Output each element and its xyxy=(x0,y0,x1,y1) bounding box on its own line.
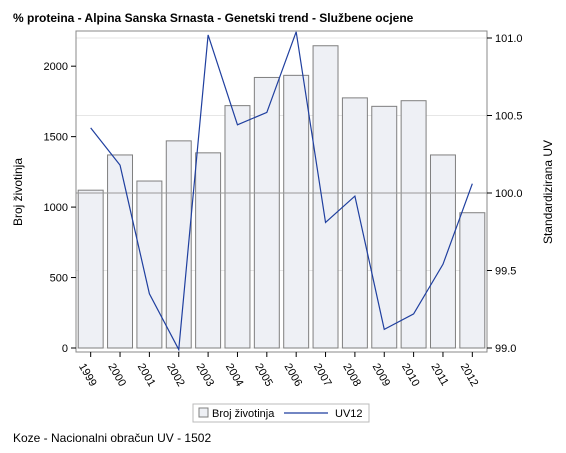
bar-2009 xyxy=(371,105,398,349)
bar-2012 xyxy=(459,212,486,349)
bar-2001 xyxy=(136,180,163,349)
bar-2007 xyxy=(312,45,339,349)
right-tick-label: 100.5 xyxy=(495,111,523,123)
bar-2010 xyxy=(400,100,427,349)
legend-frame xyxy=(192,403,370,423)
bar-2005 xyxy=(253,76,280,349)
right-tick-label: 99.0 xyxy=(495,343,516,355)
uv12-line xyxy=(90,31,473,352)
bar-series xyxy=(77,45,486,349)
bar-2000 xyxy=(107,154,134,349)
bar-2011 xyxy=(429,154,456,349)
bar-1999 xyxy=(77,189,104,349)
left-tick-label: 1500 xyxy=(44,132,68,144)
right-axis-label: Standardizirana UV xyxy=(541,140,555,244)
footnote: Koze - Nacionalni obračun UV - 1502 xyxy=(13,431,211,445)
left-tick-label: 2000 xyxy=(44,61,68,73)
right-tick-label: 99.5 xyxy=(495,266,516,278)
right-tick-label: 100.0 xyxy=(495,188,523,200)
left-tick-label: 0 xyxy=(62,343,68,355)
right-axis-ticks: 99.0 99.5 100.0 100.5 101.0 xyxy=(487,33,523,355)
bar-2006 xyxy=(283,74,310,349)
left-axis-ticks: 0 500 1000 1500 2000 xyxy=(44,61,76,355)
left-axis-label: Broj životinja xyxy=(11,158,25,226)
chart-title: % proteina - Alpina Sanska Srnasta - Gen… xyxy=(13,11,414,25)
bar-2004 xyxy=(224,105,251,349)
right-tick-label: 101.0 xyxy=(495,33,523,45)
bar-2002 xyxy=(165,140,192,349)
left-tick-label: 500 xyxy=(50,273,68,285)
line-series xyxy=(90,31,473,352)
legend-bar-swatch xyxy=(198,407,209,418)
plot-frame xyxy=(75,30,488,353)
bar-2003 xyxy=(195,152,222,349)
legend-bar-label: Broj životinja xyxy=(212,408,275,420)
legend-line-label: UV12 xyxy=(335,408,363,420)
left-tick-label: 1000 xyxy=(44,202,68,214)
legend: Broj životinja UV12 xyxy=(192,403,370,423)
bar-2008 xyxy=(341,97,368,349)
